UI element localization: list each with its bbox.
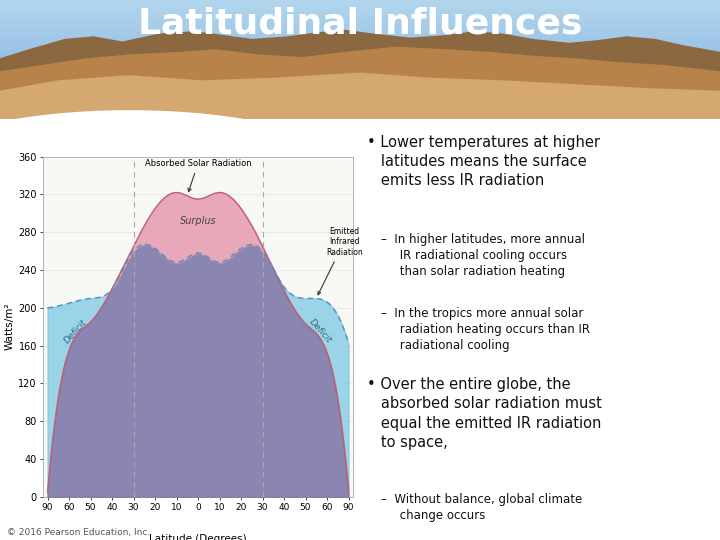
Text: Emitted
Infrared
Radiation: Emitted Infrared Radiation xyxy=(318,227,363,295)
Text: Surplus: Surplus xyxy=(180,216,216,226)
Text: –  Without balance, global climate
     change occurs: – Without balance, global climate change… xyxy=(381,493,582,522)
Polygon shape xyxy=(0,72,720,130)
Bar xyxy=(0,119,720,130)
X-axis label: Latitude (Degrees): Latitude (Degrees) xyxy=(149,534,247,540)
Polygon shape xyxy=(0,46,720,130)
Text: Deficit: Deficit xyxy=(307,318,333,345)
Polygon shape xyxy=(0,30,720,130)
Text: • Over the entire globe, the
   absorbed solar radiation must
   equal the emitt: • Over the entire globe, the absorbed so… xyxy=(367,377,602,450)
Text: © 2016 Pearson Education, Inc.: © 2016 Pearson Education, Inc. xyxy=(7,528,150,537)
Ellipse shape xyxy=(0,110,346,227)
Text: –  In higher latitudes, more annual
     IR radiational cooling occurs
     than: – In higher latitudes, more annual IR ra… xyxy=(381,233,585,278)
Text: –  In the tropics more annual solar
     radiation heating occurs than IR
     r: – In the tropics more annual solar radia… xyxy=(381,307,590,352)
Text: Absorbed Solar Radiation: Absorbed Solar Radiation xyxy=(145,159,251,192)
Text: • Lower temperatures at higher
   latitudes means the surface
   emits less IR r: • Lower temperatures at higher latitudes… xyxy=(367,135,600,188)
Y-axis label: Watts/m²: Watts/m² xyxy=(4,303,14,350)
Text: Deficit: Deficit xyxy=(63,318,89,345)
Text: Latitudinal Influences: Latitudinal Influences xyxy=(138,6,582,40)
